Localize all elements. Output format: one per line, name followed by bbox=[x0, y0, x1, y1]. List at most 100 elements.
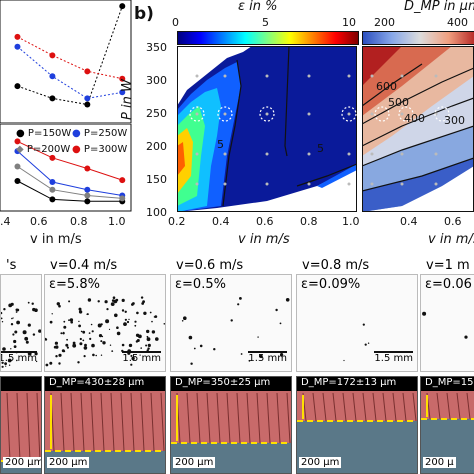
sample-point bbox=[223, 74, 227, 78]
pore bbox=[49, 320, 53, 324]
pore bbox=[5, 365, 7, 367]
sample-point bbox=[223, 182, 227, 186]
pore bbox=[237, 303, 240, 306]
pore bbox=[362, 323, 365, 326]
data-point bbox=[84, 198, 91, 205]
pore bbox=[134, 320, 137, 323]
cross-section-image: D_MP=430±28 μm 200 μm bbox=[44, 376, 166, 474]
data-point bbox=[14, 178, 21, 185]
porosity-micrograph: ε=0.06 bbox=[420, 274, 474, 372]
pore bbox=[1, 317, 3, 320]
pore bbox=[163, 323, 165, 325]
sample-point bbox=[400, 152, 404, 156]
pore bbox=[58, 362, 61, 365]
grain-boundary bbox=[186, 392, 191, 444]
pore bbox=[130, 363, 133, 366]
pore bbox=[82, 339, 85, 342]
cross-section-image: D_MP=350±25 μm 200 μm bbox=[170, 376, 292, 474]
right-contour-label-0: 600 bbox=[376, 80, 397, 93]
pore bbox=[113, 299, 118, 304]
cross-section-image: 200 μm bbox=[0, 376, 42, 474]
data-point bbox=[49, 95, 56, 102]
pore bbox=[240, 353, 243, 355]
porosity-contour-svg bbox=[177, 46, 357, 212]
pore bbox=[151, 330, 156, 334]
pore bbox=[92, 353, 95, 357]
sample-point bbox=[195, 112, 199, 116]
pore bbox=[31, 302, 34, 305]
pore bbox=[51, 313, 53, 315]
pore bbox=[78, 307, 82, 311]
data-point bbox=[119, 195, 126, 202]
pore bbox=[63, 320, 66, 323]
data-point bbox=[119, 3, 126, 10]
sample-point bbox=[265, 152, 269, 156]
pore bbox=[84, 343, 87, 347]
pore bbox=[12, 317, 14, 319]
pore bbox=[364, 343, 367, 346]
sample-point bbox=[400, 112, 404, 116]
pore bbox=[110, 302, 115, 306]
highlighted-sample-circle bbox=[217, 106, 233, 122]
grain-boundary bbox=[286, 392, 291, 444]
pore bbox=[100, 354, 103, 356]
pore bbox=[146, 329, 150, 334]
panel-a-xtick-2: 0.8 bbox=[70, 215, 88, 228]
data-point bbox=[119, 89, 126, 96]
pore bbox=[105, 319, 110, 324]
micrograph-speed-label: v=0.6 m/s bbox=[176, 258, 244, 273]
melt-pool-depth-label: D_MP=151±1 bbox=[423, 377, 474, 388]
grain-boundary bbox=[150, 392, 155, 452]
grain-boundary bbox=[456, 392, 461, 420]
micrograph-scale-bar: 1.5 mm bbox=[0, 351, 37, 364]
porosity-micrograph: ε=0.5% 1.5 mm bbox=[170, 274, 292, 372]
pore bbox=[35, 360, 38, 363]
data-point bbox=[14, 33, 21, 40]
grain-boundary bbox=[372, 392, 377, 422]
meltpool-contour-svg bbox=[362, 46, 474, 212]
porosity-value: ε=0.5% bbox=[175, 277, 226, 292]
cross-section-scale-bar: 200 μm bbox=[299, 457, 342, 468]
pore bbox=[55, 355, 58, 358]
pore bbox=[131, 303, 134, 306]
data-point bbox=[14, 43, 21, 50]
pore bbox=[151, 320, 153, 323]
pore bbox=[143, 311, 147, 315]
sample-point bbox=[265, 112, 269, 116]
pore bbox=[130, 355, 132, 357]
grain-boundary bbox=[312, 392, 317, 422]
grain-boundary bbox=[276, 392, 281, 444]
right-xtick-0.4: 0.4 bbox=[400, 215, 418, 228]
grain-boundary bbox=[36, 392, 41, 462]
sample-point bbox=[265, 182, 269, 186]
left-colorbar bbox=[177, 31, 359, 45]
sample-point bbox=[400, 74, 404, 78]
sample-point bbox=[370, 182, 374, 186]
xtick-0.2: 0.2 bbox=[168, 215, 186, 228]
pore bbox=[77, 361, 80, 364]
xtick-0.6: 0.6 bbox=[256, 215, 274, 228]
micrograph-speed-label: v=0.4 m/s bbox=[50, 258, 118, 273]
grain-boundary bbox=[70, 392, 75, 452]
right-colorbar-tick-0: 200 bbox=[374, 16, 395, 29]
grain-boundary bbox=[130, 392, 135, 452]
pore bbox=[147, 343, 151, 347]
data-point bbox=[14, 163, 21, 170]
pore bbox=[134, 324, 137, 327]
pore bbox=[16, 320, 20, 325]
porosity-micrograph: 1.5 mm bbox=[0, 274, 42, 372]
left-contour-label-0: 5 bbox=[217, 138, 224, 151]
pore bbox=[153, 316, 156, 318]
cross-section-header-band bbox=[1, 377, 41, 391]
sample-point bbox=[223, 112, 227, 116]
pore bbox=[24, 336, 29, 341]
series-line bbox=[17, 140, 123, 181]
pore bbox=[15, 311, 18, 313]
xtick-0.8: 0.8 bbox=[300, 215, 318, 228]
pore bbox=[95, 354, 97, 357]
melt-pool-depth-label: D_MP=430±28 μm bbox=[47, 377, 147, 388]
micrograph-pores bbox=[343, 323, 370, 362]
pore bbox=[79, 337, 82, 341]
legend-item-200: ◆ P=200W bbox=[16, 144, 71, 155]
pore bbox=[3, 308, 6, 311]
